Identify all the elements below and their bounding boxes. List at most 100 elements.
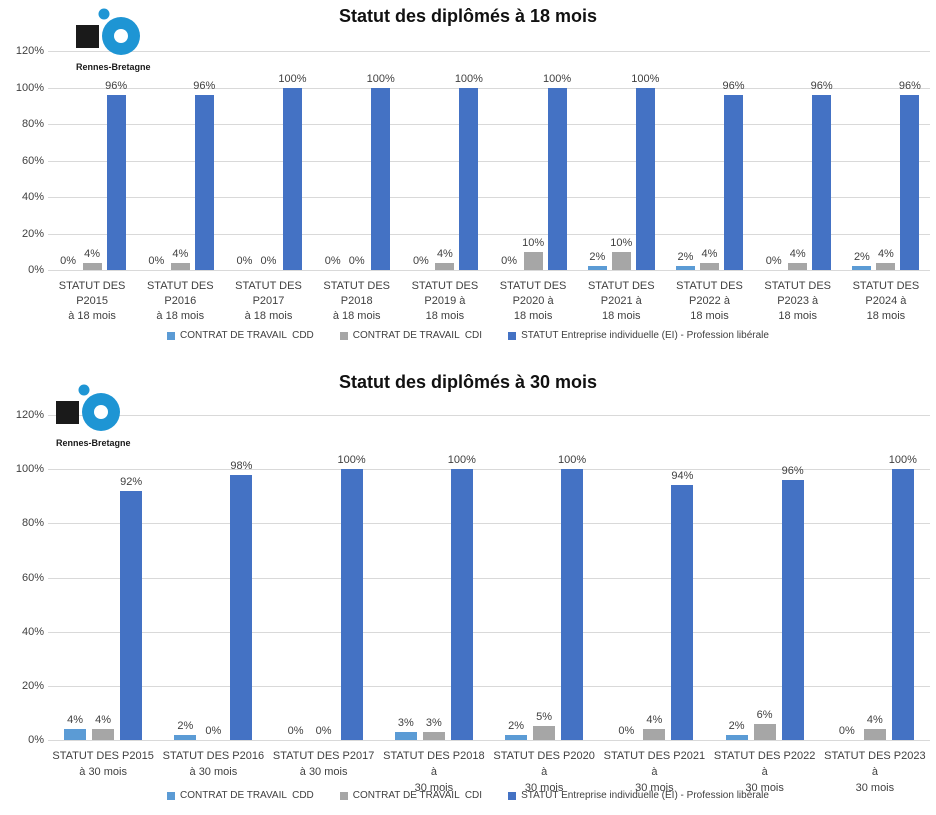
category-label: STATUT DES P2021 à 18 mois	[577, 279, 665, 324]
y-tick-label: 0%	[28, 734, 44, 746]
logo-square-icon	[76, 25, 99, 48]
bar-cdi	[643, 729, 666, 740]
value-label: 0%	[348, 255, 365, 267]
bar-cdi	[611, 251, 631, 270]
category-label-line: STATUT DES P2016	[162, 750, 265, 762]
category-label-line: à 18 mois	[332, 310, 381, 322]
category-label-line: à 30 mois	[189, 766, 238, 778]
school-logo: Rennes-Bretagne	[56, 384, 146, 448]
category-label-line: STATUT DES	[58, 280, 126, 292]
value-label: 0%	[412, 255, 429, 267]
category-label-line: STATUT DES	[852, 280, 920, 292]
legend-item: CONTRAT DE TRAVAIL CDI	[339, 330, 482, 341]
legend-item: CONTRAT DE TRAVAIL CDD	[167, 330, 314, 341]
y-tick-label: 80%	[21, 517, 44, 530]
value-label: 4%	[172, 247, 189, 260]
value-label: 10%	[610, 236, 633, 249]
logo-dot-icon	[78, 384, 90, 396]
value-label: 4%	[866, 714, 883, 727]
bar-cdi	[435, 262, 455, 270]
bar-cdi	[753, 723, 776, 740]
bar-ei	[635, 87, 655, 270]
bar-cdi	[170, 262, 190, 270]
bar-ei	[547, 87, 567, 270]
value-label: 2%	[677, 251, 694, 264]
value-label: 4%	[67, 714, 84, 727]
y-tick-label: 40%	[21, 191, 44, 203]
category-label: STATUT DES P2021 à 30 mois	[599, 748, 709, 796]
bar-cdi	[82, 262, 102, 270]
value-label: 0%	[765, 255, 782, 267]
value-label: 4%	[84, 247, 101, 260]
gridline	[48, 51, 930, 52]
chart-status-18-months: Statut des diplômés à 18 mois 0% 20% 40% 60…	[0, 0, 936, 362]
category-label: STATUT DES P2017 à 18 mois	[224, 279, 312, 324]
category-label-line: à 30 mois	[79, 766, 127, 778]
bar-cdi	[788, 262, 808, 270]
category-label: STATUT DES P2022 à 18 mois	[665, 279, 753, 324]
legend-swatch-icon	[508, 791, 517, 800]
bar-ei	[106, 94, 126, 270]
value-label: 4%	[877, 247, 894, 260]
category-label: STATUT DES P2015 à 18 mois	[48, 279, 136, 324]
chart-legend: CONTRAT DE TRAVAIL CDD CONTRAT DE TRAVAIL…	[0, 790, 936, 801]
value-label: 4%	[95, 714, 112, 727]
category-label: STATUT DES P2020 à 30 mois	[489, 748, 599, 796]
value-label: 2%	[589, 251, 606, 264]
logo-ring-hole	[94, 405, 108, 419]
bar-ei	[371, 87, 391, 270]
category-label-line: STATUT DES	[235, 280, 302, 292]
bar-cdi	[876, 262, 896, 270]
value-label: 0%	[60, 255, 77, 267]
value-label: 10%	[522, 236, 545, 249]
category-label: STATUT DES P2016 à 30 mois	[158, 748, 268, 780]
bar-cdd	[676, 266, 695, 270]
gridline	[48, 87, 930, 89]
legend-swatch-icon	[339, 331, 348, 340]
value-label: 96%	[781, 465, 804, 477]
bar-cdd	[394, 731, 417, 740]
category-label-line: STATUT DES P2017	[272, 750, 375, 762]
logo-ring-hole	[114, 29, 128, 43]
bar-ei	[450, 469, 473, 740]
category-label: STATUT DES P2016 à 18 mois	[136, 279, 224, 324]
category-label-line: STATUT DES	[323, 280, 390, 292]
category-label-line: STATUT DES	[411, 280, 479, 292]
value-label: 4%	[789, 247, 806, 260]
category-label-line: STATUT DES	[146, 280, 214, 292]
category-label-line: STATUT DES P2018 à	[383, 750, 485, 778]
category-label-line: 18 mois	[513, 310, 553, 322]
category-label-line: STATUT DES P2023 à	[824, 750, 926, 778]
chart-title: Statut des diplômés à 30 mois	[338, 372, 598, 392]
gridline	[48, 631, 930, 633]
y-tick-label: 40%	[21, 625, 44, 638]
value-label: 0%	[260, 255, 277, 267]
value-label: 2%	[508, 719, 525, 732]
value-label: 0%	[148, 255, 165, 267]
category-label-line: à 18 mois	[68, 310, 116, 322]
value-label: 2%	[177, 719, 194, 732]
value-label: 100%	[888, 454, 917, 467]
category-label-line: 30 mois	[524, 782, 564, 794]
value-label: 100%	[366, 72, 395, 85]
category-label-line: P2018	[340, 295, 373, 307]
logo-text: Rennes-Bretagne	[76, 62, 151, 72]
value-label: 6%	[756, 708, 773, 721]
category-label-line: 30 mois	[414, 782, 454, 794]
bar-cdi	[533, 726, 556, 740]
category-label-line: STATUT DES P2020 à	[493, 750, 595, 778]
category-label-line: P2020 à	[512, 295, 554, 307]
gridline	[48, 124, 930, 125]
category-label-line: à 18 mois	[156, 310, 205, 322]
legend-swatch-icon	[167, 791, 176, 800]
category-label: STATUT DES P2024 à 18 mois	[842, 279, 930, 324]
bar-ei	[230, 474, 253, 740]
bar-ei	[283, 87, 302, 270]
category-label: STATUT DES P2018 à 30 mois	[379, 748, 489, 796]
value-label: 100%	[447, 454, 476, 467]
category-label-line: STATUT DES	[764, 280, 831, 292]
value-label: 0%	[205, 725, 222, 737]
value-label: 0%	[838, 725, 855, 737]
y-tick-label: 80%	[21, 118, 44, 130]
value-label: 96%	[722, 79, 745, 92]
